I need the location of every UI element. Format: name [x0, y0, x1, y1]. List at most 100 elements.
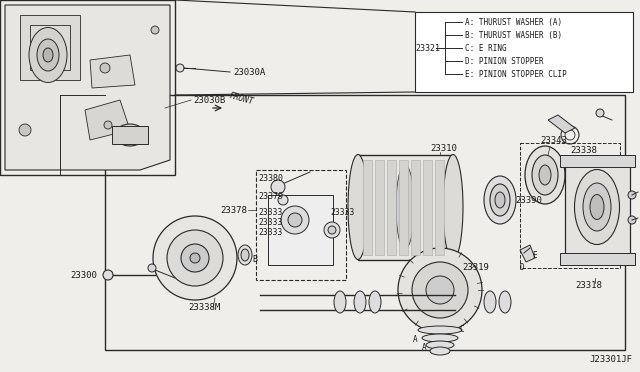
Ellipse shape — [583, 183, 611, 231]
Polygon shape — [5, 5, 170, 170]
Text: 23333: 23333 — [258, 228, 282, 237]
Text: 23333: 23333 — [258, 218, 282, 227]
Ellipse shape — [426, 341, 454, 349]
Bar — [520, 143, 620, 268]
Bar — [0, 0, 175, 175]
Circle shape — [398, 248, 482, 332]
Polygon shape — [520, 245, 535, 262]
Text: 23390: 23390 — [515, 196, 542, 205]
Text: A: A — [422, 343, 427, 353]
Polygon shape — [85, 100, 130, 140]
Text: 23338: 23338 — [570, 145, 597, 154]
Ellipse shape — [539, 165, 551, 185]
Text: D: PINION STOPPER: D: PINION STOPPER — [465, 57, 543, 65]
Text: B: B — [252, 256, 257, 264]
Circle shape — [628, 191, 636, 199]
Bar — [375, 160, 384, 255]
Bar — [435, 160, 444, 255]
Text: 23333: 23333 — [330, 208, 355, 217]
Polygon shape — [548, 115, 575, 133]
Circle shape — [148, 264, 156, 272]
Bar — [415, 12, 633, 92]
Ellipse shape — [37, 39, 59, 71]
Ellipse shape — [354, 291, 366, 313]
Polygon shape — [30, 25, 70, 70]
Circle shape — [181, 244, 209, 272]
Ellipse shape — [418, 326, 462, 334]
Circle shape — [271, 180, 285, 194]
Text: 23343: 23343 — [540, 135, 567, 144]
Bar — [256, 170, 346, 280]
Circle shape — [19, 124, 31, 136]
Polygon shape — [20, 15, 80, 80]
Ellipse shape — [29, 28, 67, 83]
Bar — [399, 160, 408, 255]
Circle shape — [176, 64, 184, 72]
Bar — [565, 160, 630, 255]
Text: D: D — [520, 263, 525, 273]
Ellipse shape — [490, 184, 510, 216]
Bar — [560, 155, 635, 167]
Text: 23379: 23379 — [258, 192, 283, 201]
Polygon shape — [90, 55, 135, 88]
Ellipse shape — [348, 154, 368, 260]
Text: 23319: 23319 — [462, 263, 489, 273]
Circle shape — [328, 226, 336, 234]
Circle shape — [281, 206, 309, 234]
Text: C: E RING: C: E RING — [465, 44, 507, 52]
Circle shape — [628, 216, 636, 224]
Bar — [560, 253, 635, 265]
Text: A: A — [413, 336, 418, 344]
Text: C: C — [460, 326, 465, 334]
Ellipse shape — [430, 347, 450, 355]
Circle shape — [412, 262, 468, 318]
Circle shape — [167, 230, 223, 286]
Ellipse shape — [575, 170, 620, 244]
Text: 23318: 23318 — [575, 280, 602, 289]
Ellipse shape — [396, 164, 414, 250]
Ellipse shape — [532, 155, 558, 195]
Ellipse shape — [422, 334, 458, 342]
Text: E: PINION STOPPER CLIP: E: PINION STOPPER CLIP — [465, 70, 567, 78]
Text: FRONT: FRONT — [228, 91, 255, 106]
Ellipse shape — [495, 192, 505, 208]
Text: A: THURUST WASHER (A): A: THURUST WASHER (A) — [465, 17, 562, 26]
Text: 23300: 23300 — [70, 270, 97, 279]
Bar — [112, 126, 148, 144]
Circle shape — [153, 216, 237, 300]
Bar — [268, 195, 333, 265]
Ellipse shape — [590, 195, 604, 219]
Circle shape — [596, 109, 604, 117]
Ellipse shape — [121, 128, 139, 142]
Circle shape — [288, 213, 302, 227]
Text: B: THURUST WASHER (B): B: THURUST WASHER (B) — [465, 31, 562, 39]
Text: 23030B: 23030B — [193, 96, 225, 105]
Text: 23338M: 23338M — [188, 304, 220, 312]
Text: 23030A: 23030A — [233, 67, 265, 77]
Text: 23378: 23378 — [220, 205, 247, 215]
Ellipse shape — [525, 146, 565, 204]
Ellipse shape — [334, 291, 346, 313]
Ellipse shape — [115, 124, 145, 146]
Circle shape — [324, 222, 340, 238]
Text: E: E — [532, 250, 536, 260]
Circle shape — [190, 253, 200, 263]
Bar — [411, 160, 420, 255]
Text: 23380: 23380 — [258, 173, 283, 183]
Circle shape — [278, 195, 288, 205]
Ellipse shape — [238, 245, 252, 265]
Ellipse shape — [484, 291, 496, 313]
Ellipse shape — [443, 154, 463, 260]
Ellipse shape — [241, 249, 249, 261]
Circle shape — [426, 276, 454, 304]
Bar — [423, 160, 432, 255]
Ellipse shape — [43, 48, 53, 62]
Text: 23321: 23321 — [415, 44, 440, 52]
Circle shape — [103, 270, 113, 280]
Ellipse shape — [499, 291, 511, 313]
Bar — [387, 160, 396, 255]
Text: 23333: 23333 — [258, 208, 282, 217]
Bar — [105, 95, 625, 350]
Text: J23301JF: J23301JF — [589, 356, 632, 365]
Bar — [363, 160, 372, 255]
